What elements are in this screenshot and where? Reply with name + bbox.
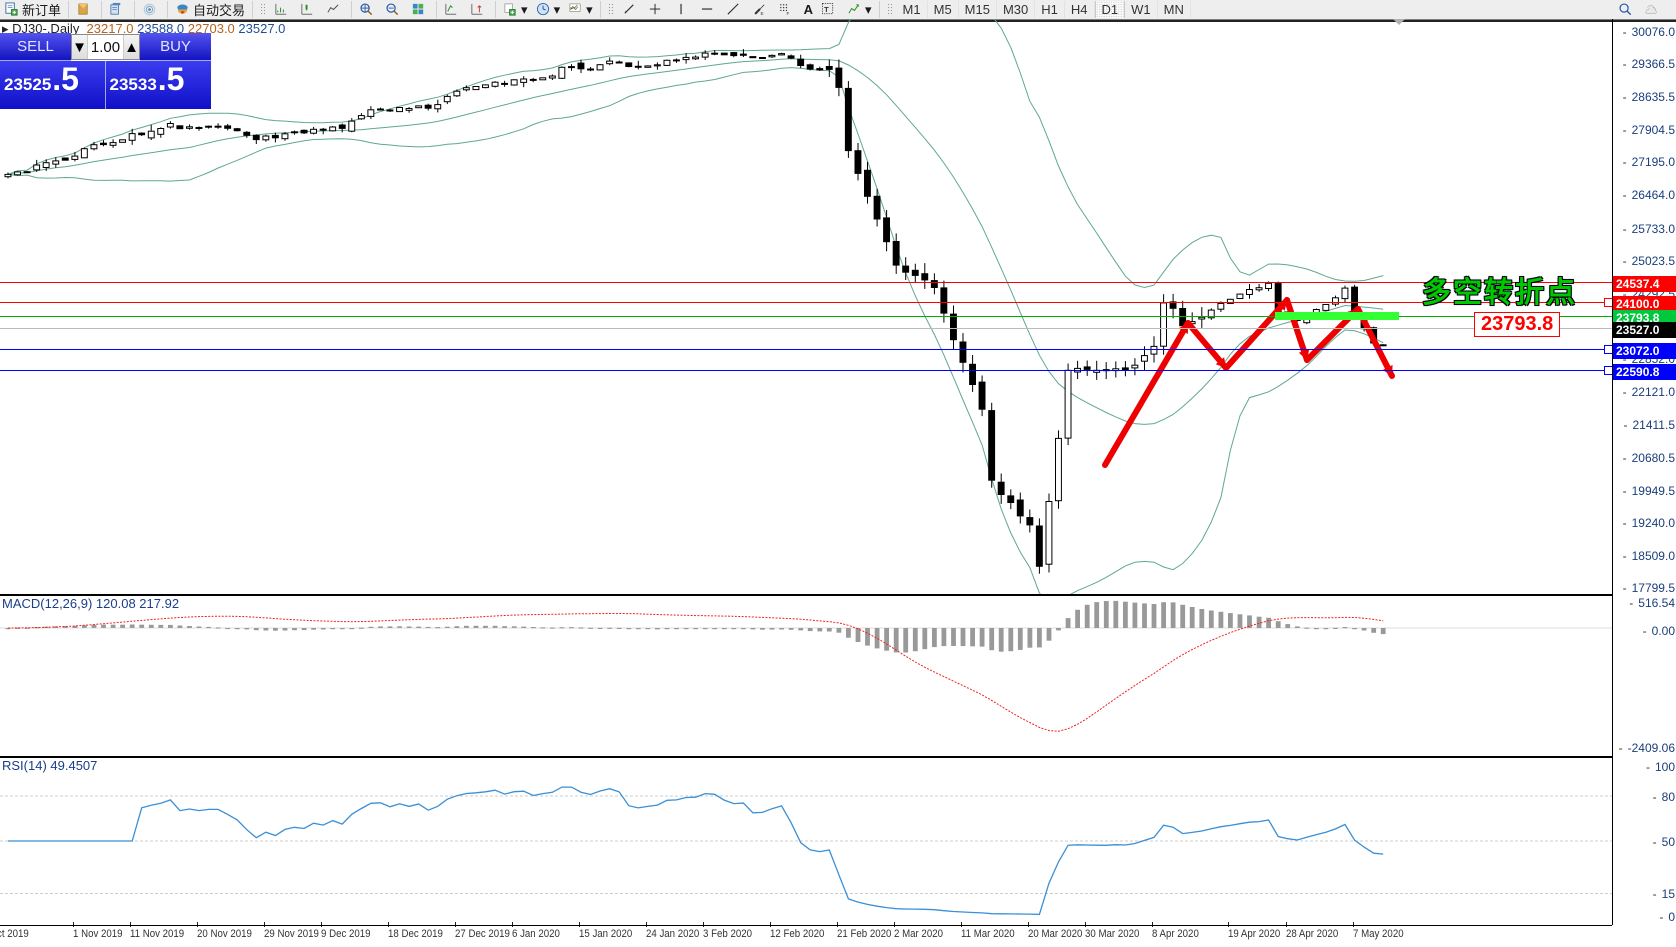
svg-text:T: T — [824, 5, 829, 14]
svg-text:E: E — [760, 11, 763, 16]
svg-text:F: F — [786, 11, 789, 16]
